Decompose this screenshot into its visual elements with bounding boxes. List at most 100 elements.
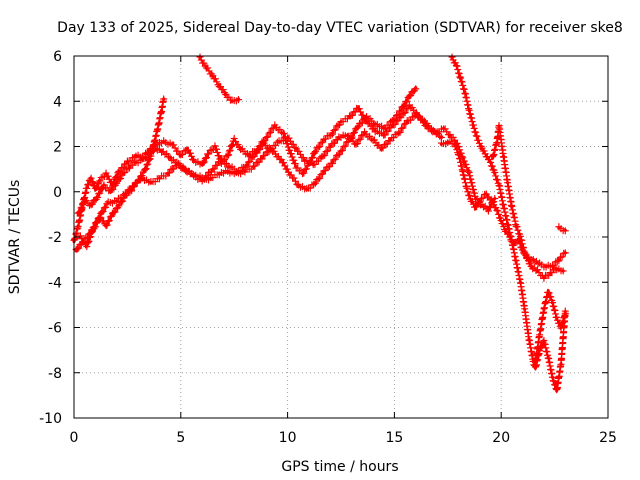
data-point <box>236 169 241 173</box>
data-point <box>271 149 275 153</box>
data-point <box>422 120 426 124</box>
data-point <box>463 90 467 94</box>
series-track-3 <box>74 85 420 217</box>
data-point <box>480 203 484 207</box>
data-point <box>561 269 565 273</box>
data-point <box>149 181 153 185</box>
data-point <box>232 138 236 142</box>
data-point <box>345 133 350 137</box>
y-tick-label: 2 <box>53 140 62 156</box>
data-point <box>476 138 480 142</box>
data-point <box>508 235 512 239</box>
data-point <box>501 153 505 158</box>
data-point <box>294 165 298 169</box>
data-point <box>473 196 478 201</box>
data-point <box>330 131 335 135</box>
data-point <box>98 178 102 183</box>
data-point <box>488 160 493 164</box>
data-point <box>454 63 458 67</box>
data-point <box>473 205 478 210</box>
data-point <box>330 160 335 164</box>
data-point <box>311 163 315 167</box>
data-point <box>529 264 533 269</box>
data-point <box>206 151 211 155</box>
data-point <box>563 312 567 316</box>
data-point <box>542 307 546 311</box>
data-point <box>535 269 540 273</box>
data-point <box>518 235 523 239</box>
data-point <box>115 181 119 185</box>
data-point <box>450 56 454 60</box>
data-point <box>555 267 559 271</box>
data-point <box>452 142 456 146</box>
data-point <box>264 135 268 140</box>
x-tick-label: 5 <box>176 430 185 446</box>
data-point <box>217 83 221 88</box>
series-track-10 <box>555 223 569 235</box>
data-point <box>390 120 394 124</box>
y-tick-label: -10 <box>39 411 62 427</box>
data-point <box>446 140 450 144</box>
data-point <box>313 181 317 185</box>
data-point <box>478 199 482 203</box>
data-point <box>95 194 100 198</box>
grid-layer <box>74 56 608 418</box>
data-point <box>320 156 324 160</box>
data-point <box>542 276 546 280</box>
data-point <box>471 124 476 128</box>
data-point <box>563 228 567 232</box>
data-point <box>211 167 215 171</box>
series-track-8 <box>489 121 567 282</box>
data-point <box>130 187 134 192</box>
data-point <box>454 140 458 144</box>
data-point <box>211 74 215 78</box>
data-point <box>236 97 241 101</box>
data-point <box>382 133 386 137</box>
data-point <box>461 169 465 173</box>
data-point <box>93 187 97 192</box>
data-point <box>405 120 409 124</box>
data-point <box>134 153 138 158</box>
data-point <box>179 153 183 158</box>
data-point <box>559 362 563 366</box>
data-point <box>495 208 499 212</box>
data-point <box>493 172 497 176</box>
data-point <box>294 147 298 151</box>
data-layer <box>70 53 569 394</box>
data-point <box>546 355 550 359</box>
data-point <box>162 97 166 101</box>
data-point <box>356 124 360 128</box>
data-point <box>162 140 166 144</box>
data-point <box>281 131 285 135</box>
data-point <box>313 149 317 153</box>
series-track-2 <box>72 111 445 253</box>
data-point <box>155 129 159 133</box>
data-point <box>209 176 213 180</box>
x-tick-label: 25 <box>599 430 617 446</box>
data-point <box>185 147 189 151</box>
data-point <box>76 212 80 216</box>
series-track-1 <box>70 101 499 244</box>
data-point <box>300 172 305 176</box>
data-point <box>514 260 518 264</box>
data-point <box>136 178 140 183</box>
data-point <box>495 140 499 144</box>
series-track-6 <box>448 53 569 394</box>
data-point <box>347 138 352 142</box>
x-tick-label: 20 <box>492 430 510 446</box>
y-tick-label: 6 <box>53 49 62 65</box>
data-point <box>273 124 277 128</box>
data-point <box>533 366 537 370</box>
data-point <box>262 142 266 146</box>
data-point <box>230 99 234 103</box>
data-point <box>465 187 469 192</box>
y-axis-label: SDTVAR / TECUs <box>7 180 23 295</box>
data-point <box>117 203 121 207</box>
y-tick-label: -2 <box>48 230 62 246</box>
data-point <box>277 140 281 144</box>
data-point <box>127 165 132 169</box>
series-track-5 <box>196 53 243 105</box>
data-point <box>322 169 326 173</box>
data-point <box>512 242 516 246</box>
data-point <box>100 210 104 214</box>
